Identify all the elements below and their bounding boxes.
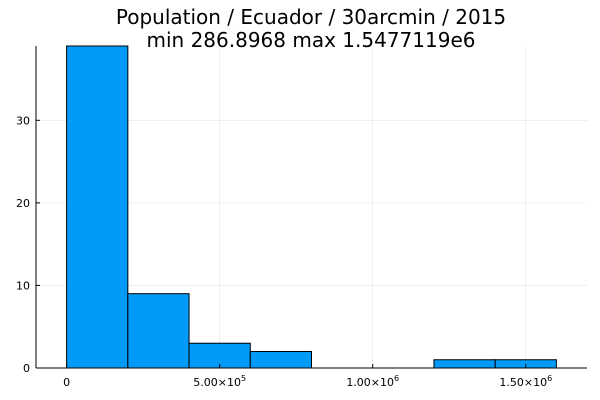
chart-subtitle: min 286.8968 max 1.5477119e6	[147, 28, 476, 52]
axes	[35, 46, 587, 369]
x-tick-label: 5.00×105	[193, 374, 246, 389]
y-tick-label: 10	[16, 279, 30, 292]
x-axis-ticks: 0 5.00×105 1.00×106 1.50×106	[63, 364, 552, 389]
histogram-bar	[249, 350, 312, 369]
x-tick-label: 1.50×106	[499, 374, 552, 389]
histogram-bar	[433, 359, 496, 369]
histogram-bar	[188, 342, 251, 369]
x-tick-label: 0	[63, 376, 70, 389]
histogram-bar	[66, 45, 129, 369]
chart-title: Population / Ecuador / 30arcmin / 2015	[116, 5, 506, 29]
histogram-bar	[127, 293, 190, 369]
y-tick-label: 30	[16, 114, 30, 127]
histogram-bars	[66, 45, 557, 369]
y-axis-ticks: 0 10 20 30	[16, 114, 40, 375]
y-tick-label: 0	[23, 362, 30, 375]
y-tick-label: 20	[16, 197, 30, 210]
x-tick-label: 1.00×106	[346, 374, 399, 389]
